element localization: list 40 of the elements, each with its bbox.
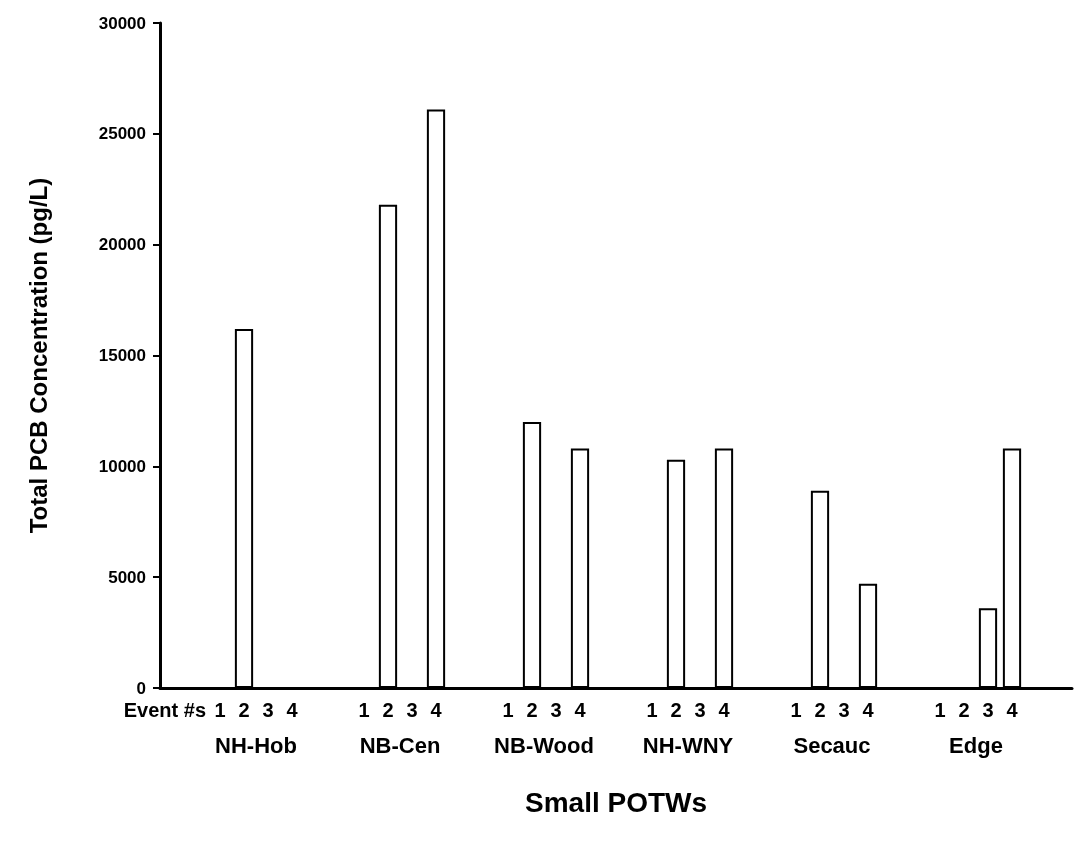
text: NH-WNY xyxy=(642,732,734,758)
x-tick-label: 1 xyxy=(934,699,946,721)
x-tick-label: 1 xyxy=(358,699,370,721)
text: Secauc xyxy=(793,732,871,758)
y-tick-label: 25000 xyxy=(98,124,146,144)
x-tick-label: 4 xyxy=(286,699,299,721)
x-tick-label: 3 xyxy=(406,699,418,721)
x-tick-label: 4 xyxy=(862,699,875,721)
x-tick-label: 2 xyxy=(814,699,826,721)
x-tick-label: 2 xyxy=(382,699,394,721)
y-tick-label: 15000 xyxy=(98,346,146,365)
text: Event #s xyxy=(123,699,206,721)
x-tick-label: 3 xyxy=(982,699,994,721)
y-tick-label: 0 xyxy=(136,678,146,698)
x-tick-label: 4 xyxy=(1006,699,1019,721)
x-tick-label: 3 xyxy=(262,699,274,721)
y-tick-label: 20000 xyxy=(98,235,146,255)
x-tick-label: 3 xyxy=(550,699,562,721)
x-axis-title: Small POTWs xyxy=(524,786,708,818)
y-axis-title: Total PCB Concentration (pg/L) xyxy=(24,177,52,534)
text: NB-Wood xyxy=(494,732,594,758)
y-tick-label: 5000 xyxy=(108,567,146,587)
x-tick-label: 2 xyxy=(958,699,970,721)
text: NH-Hob xyxy=(215,732,297,758)
x-tick-label: 1 xyxy=(790,699,802,721)
x-tick-label: 2 xyxy=(526,699,538,721)
text: NB-Cen xyxy=(359,732,441,758)
x-tick-label: 2 xyxy=(670,699,682,721)
x-tick-label: 4 xyxy=(574,699,587,721)
y-tick-label: 10000 xyxy=(98,456,146,476)
y-tick-label: 30000 xyxy=(98,13,146,33)
x-tick-label: 4 xyxy=(430,699,443,721)
text: Edge xyxy=(949,732,1003,758)
x-tick-label: 1 xyxy=(502,699,514,721)
x-tick-label: 2 xyxy=(238,699,250,721)
x-tick-label: 3 xyxy=(838,699,850,721)
x-tick-label: 4 xyxy=(718,699,731,721)
x-tick-label: 3 xyxy=(694,699,706,721)
x-tick-label: 1 xyxy=(646,699,658,721)
x-tick-label: 1 xyxy=(214,699,226,721)
